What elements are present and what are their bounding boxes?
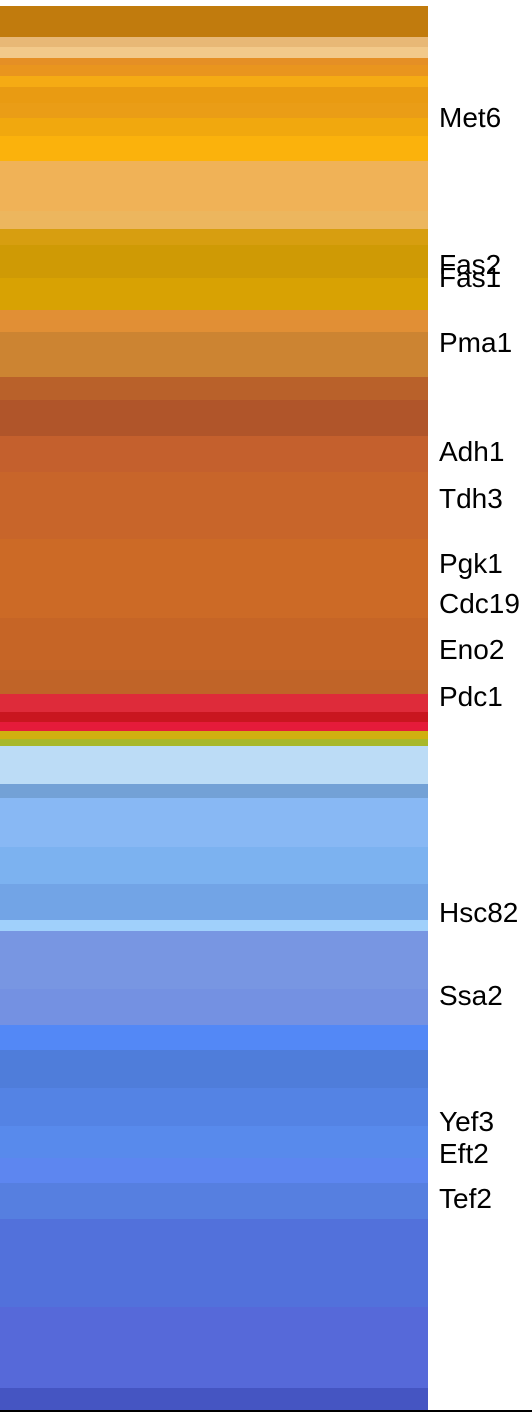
gene-label-fas1: Fas1 (439, 261, 502, 293)
heatmap-stripe (0, 436, 428, 473)
heatmap-stripe (0, 58, 428, 66)
heatmap-stripe (0, 1050, 428, 1089)
bottom-rule (0, 1410, 532, 1412)
heatmap-stripe (0, 783, 428, 799)
gene-label-adh1: Adh1 (439, 436, 505, 468)
gene-label-pma1: Pma1 (439, 326, 513, 358)
heatmap-stripe (0, 277, 428, 311)
heatmap-stripe (0, 731, 428, 740)
gene-label-ssa2: Ssa2 (439, 980, 503, 1011)
heatmap-stripe (0, 931, 428, 990)
heatmap-stripe (0, 36, 428, 48)
heatmap-stripe (0, 693, 428, 713)
heatmap-stripe (0, 1388, 428, 1410)
gene-label-pdc1: Pdc1 (439, 681, 503, 713)
heatmap-stripe (0, 538, 428, 619)
heatmap-stripe (0, 211, 428, 230)
gene-label-met6: Met6 (439, 101, 502, 133)
heatmap-stripe (0, 988, 428, 1026)
heatmap-stripe (0, 1087, 428, 1127)
heatmap-stripe (0, 1183, 428, 1220)
heatmap-stripe (0, 331, 428, 378)
heatmap-stripe (0, 65, 428, 77)
heatmap-stripe (0, 87, 428, 104)
gene-label-tdh3: Tdh3 (439, 483, 503, 515)
heatmap-stripe (0, 846, 428, 885)
heatmap-stripe (0, 1158, 428, 1184)
heatmap-stripe (0, 618, 428, 671)
gene-label-fas2: Fas2 (439, 249, 502, 281)
heatmap-stripe (0, 884, 428, 921)
heatmap-stripe (0, 1024, 428, 1051)
heatmap-stripe (0, 738, 428, 747)
heatmap-stripe (0, 47, 428, 59)
heatmap-stripe (0, 245, 428, 279)
heatmap-stripe (0, 670, 428, 695)
heatmap-stripe (0, 117, 428, 137)
gene-label-eno2: Eno2 (439, 634, 505, 666)
heatmap-stripe (0, 229, 428, 246)
heatmap-stripe (0, 722, 428, 732)
gene-label-tef2: Tef2 (439, 1183, 492, 1215)
heatmap-stripe (0, 310, 428, 333)
heatmap-stripe (0, 1125, 428, 1159)
heatmap-stripe (0, 1307, 428, 1389)
heatmap-stripe (0, 76, 428, 88)
heatmap-column (0, 6, 428, 1410)
gene-label-cdc19: Cdc19 (439, 587, 520, 619)
heatmap-stripe (0, 160, 428, 212)
gene-label-hsc82: Hsc82 (439, 897, 519, 929)
heatmap-stripe (0, 472, 428, 540)
heatmap-stripe (0, 376, 428, 401)
heatmap-stripe (0, 711, 428, 723)
heatmap-stripe (0, 103, 428, 119)
heatmap-stripe (0, 400, 428, 437)
heatmap-stripe (0, 135, 428, 162)
heatmap-stripe (0, 798, 428, 848)
gene-label-pgk1: Pgk1 (439, 548, 503, 579)
heatmap-stripe (0, 1219, 428, 1308)
heatmap-stripe (0, 6, 428, 38)
heatmap-stripe (0, 745, 428, 785)
gene-label-eft2: Eft2 (439, 1138, 489, 1170)
gene-label-yef3: Yef3 (439, 1106, 495, 1137)
heatmap-stripe (0, 920, 428, 932)
